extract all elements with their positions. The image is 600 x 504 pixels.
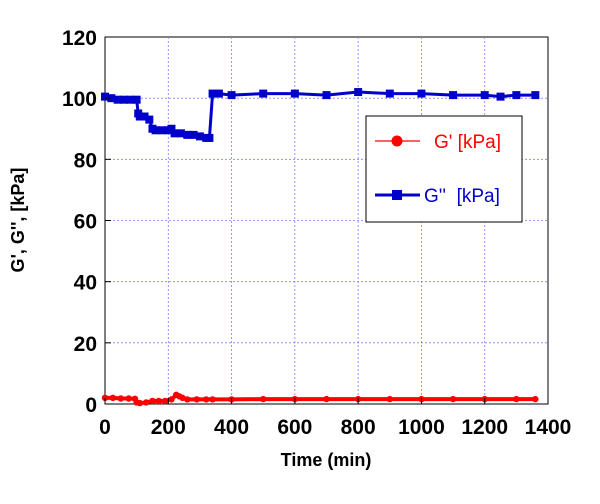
data-point [135,112,144,121]
data-point [322,91,331,100]
data-point [531,91,540,100]
data-point [101,394,109,402]
data-point [227,91,236,100]
data-point [496,92,505,101]
data-point [260,395,267,403]
data-point [107,94,116,103]
data-point [189,130,198,139]
data-point [183,130,192,139]
x-tick-label: 1200 [461,416,508,439]
data-point [117,395,125,402]
data-point [532,395,539,403]
data-point [142,399,150,406]
x-tick-label: 1000 [398,416,445,439]
data-point [203,396,210,403]
x-tick-label: 800 [341,416,376,439]
x-tick-label: 400 [214,416,249,439]
y-tick-label: 120 [62,27,97,50]
data-point [101,92,109,101]
data-point [512,91,521,100]
y-tick-label: 100 [62,88,97,111]
y-tick-label: 60 [74,211,97,234]
data-point [184,396,191,403]
data-point [113,95,122,104]
series-g-prime [101,391,539,407]
y-tick-label: 80 [74,149,97,172]
data-point [449,395,457,403]
y-tick-label: 0 [85,394,97,417]
data-point [168,396,175,403]
data-point [209,396,216,403]
data-point [205,133,214,142]
data-point [167,124,176,133]
data-point [290,89,299,98]
x-tick-label: 0 [99,416,111,439]
data-point [480,91,489,100]
data-point [145,115,154,124]
data-point [155,397,162,405]
series-g-double-prime [101,88,540,142]
x-tick-label: 200 [151,416,186,439]
data-point [176,129,185,138]
data-point [140,112,149,121]
y-tick-label: 20 [74,333,97,356]
data-point [161,397,169,405]
data-point [157,126,166,135]
y-axis-title: G', G'', [kPa] [8,168,28,273]
data-point [214,89,223,98]
legend-marker-g-double-prime [392,190,402,200]
x-axis-title: Time (min) [281,450,372,470]
series-layer [101,88,540,407]
data-point [136,399,144,407]
data-point [151,126,160,135]
data-point [195,132,204,141]
data-point [449,91,458,100]
data-point [386,395,393,403]
data-point [109,394,117,402]
data-point [125,395,132,402]
data-point [126,95,135,104]
legend-label-g-prime: G' [kPa] [434,132,501,153]
x-tick-label: 600 [277,416,312,439]
data-point [132,95,141,104]
data-point [149,397,156,405]
data-point [193,396,200,403]
legend-marker-g-prime [391,135,403,147]
data-point [513,395,520,403]
data-point [323,395,330,403]
data-point [417,89,426,98]
data-point [170,129,179,138]
data-point [119,95,128,104]
y-tick-label: 40 [74,272,97,295]
data-point [259,89,268,98]
legend-box [365,115,523,223]
x-tick-label: 1400 [525,416,572,439]
legend: G' [kPa] G'' [kPa] [365,115,523,223]
data-point [208,89,217,98]
tick-layer: 0 200 400 600 800 1000 1200 1400 0 20 40 60 80 100 120 [62,27,571,439]
data-point [354,88,363,97]
legend-label-g-double-prime: G'' [kPa] [424,186,500,207]
data-point [385,89,394,98]
